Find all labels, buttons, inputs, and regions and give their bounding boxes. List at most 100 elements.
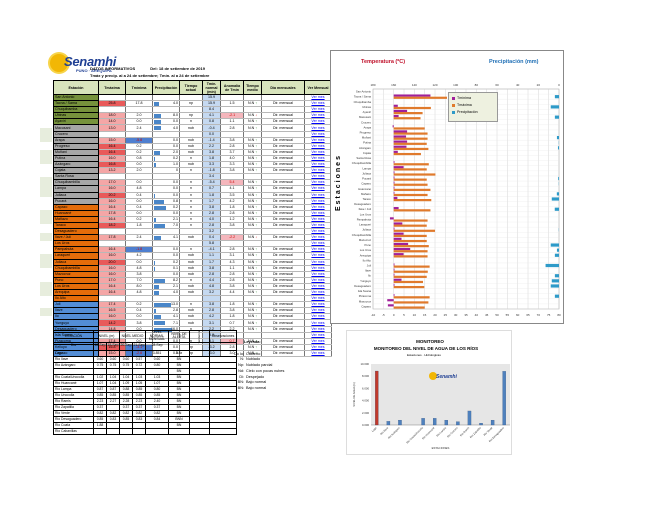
river-table-header: ESTACIÓN NIVEL (m) NIVEL MEDIO NIVEL NOR…: [53, 330, 237, 343]
view-monthly-link[interactable]: Ver mes: [304, 338, 332, 345]
view-monthly-link[interactable]: Ver mes: [311, 223, 325, 228]
trend-up-icon: ↑: [254, 119, 257, 124]
view-monthly-link[interactable]: Ver mes: [304, 332, 332, 339]
view-monthly-link[interactable]: Ver mes: [311, 259, 325, 264]
stations-table: Estación Tmáxima Tmínima Precipitación Tiemp…: [53, 80, 332, 358]
view-monthly-link[interactable]: Ver mes: [311, 101, 325, 106]
header-5: Tmín. normal (mín): [202, 80, 221, 95]
view-monthly-link[interactable]: Ver mes: [311, 338, 325, 343]
level-bar: [479, 423, 483, 426]
precip-bar: [554, 115, 559, 119]
view-monthly-link[interactable]: Ver mes: [311, 253, 325, 258]
view-monthly-link[interactable]: Ver mes: [311, 204, 325, 209]
tmax-bar: [393, 193, 428, 197]
view-monthly-link[interactable]: Ver mes: [311, 247, 325, 252]
river-levels-table: ESTACIÓN NIVEL (m) NIVEL MEDIO NIVEL NOR…: [53, 330, 237, 435]
view-monthly-link[interactable]: Ver mes: [311, 265, 325, 270]
y-tick-label: Ayaviri: [363, 110, 372, 114]
view-monthly-link[interactable]: Ver mes: [311, 283, 325, 288]
header-2: Tmínima: [125, 80, 153, 95]
x-tick-label: 40: [475, 313, 479, 317]
view-monthly-link[interactable]: Ver mes: [311, 131, 325, 136]
precip-value: 4.0: [152, 100, 180, 108]
precip-bar: [550, 284, 559, 288]
x-tick-label: Rio Huancané: [421, 425, 436, 440]
trend-up-icon: ↑: [254, 265, 257, 270]
view-monthly-link[interactable]: Ver mes: [311, 210, 325, 215]
view-monthly-link[interactable]: Ver mes: [311, 241, 325, 246]
view-monthly-link[interactable]: Ver mes: [311, 149, 325, 154]
legend-swatch: [452, 96, 455, 100]
view-monthly-link[interactable]: Ver mes: [311, 192, 325, 197]
view-monthly-link[interactable]: Ver mes: [311, 235, 325, 240]
precip-value: 8.0: [152, 112, 180, 120]
table-row: Lampa 16.0 4.8 0.0 n 0.7 4.1 N.N ↑ Dir. mensual V…: [53, 185, 332, 193]
header-9: Ver Mensual: [304, 80, 332, 95]
y-tick-label: Arequipa: [360, 253, 372, 257]
side-strip: [40, 254, 52, 268]
view-monthly-link[interactable]: Ver mes: [311, 143, 325, 148]
level-bar: [467, 410, 472, 426]
trend-up-icon: ↑: [254, 192, 257, 197]
y-tick-label: 8.000: [362, 374, 369, 378]
view-monthly-link[interactable]: Ver mes: [311, 119, 325, 124]
view-monthly-link[interactable]: Ver mes: [311, 302, 325, 307]
view-monthly-link[interactable]: Ver mes: [311, 326, 325, 331]
table-row: San Antonio 15.9 Ver mes: [53, 93, 332, 102]
view-monthly-link[interactable]: Ver mes: [311, 162, 325, 167]
trend-up-icon: ↑: [254, 326, 257, 331]
river-chart-subtitle: Estaciones · Hidrológicas: [407, 353, 441, 357]
view-monthly-link[interactable]: Ver mes: [311, 314, 325, 319]
view-monthly-link[interactable]: Ver mes: [311, 308, 325, 313]
view-monthly-link[interactable]: Ver mes: [304, 344, 332, 351]
view-monthly-link[interactable]: Ver mes: [311, 125, 325, 130]
y-tick-label: Los Uros: [360, 212, 372, 216]
view-monthly-link[interactable]: Ver mes: [311, 296, 325, 301]
tmax-bar: [393, 250, 428, 253]
river-row: Rio Huancané 1.07 1.04 1.09 1.05 1.07 BN: [53, 379, 237, 387]
precip-value: 13.0: [152, 301, 180, 309]
view-monthly-link[interactable]: Ver mes: [311, 350, 325, 355]
view-monthly-link[interactable]: Ver mes: [311, 155, 325, 160]
view-monthly-link[interactable]: Ver mes: [311, 216, 325, 221]
side-strip: [40, 128, 52, 142]
y-tick-label: Ilave: [365, 269, 371, 273]
precip-bar: [154, 102, 159, 106]
level-bar: [433, 418, 437, 426]
view-monthly-link[interactable]: Ver mes: [311, 198, 325, 203]
view-monthly-link[interactable]: Ver mes: [311, 137, 325, 142]
view-monthly-link[interactable]: Ver mes: [311, 107, 325, 112]
river-value: [168, 427, 190, 435]
river-chart-title: MONITOREO: [416, 339, 444, 344]
view-monthly-link[interactable]: Ver mes: [311, 174, 325, 179]
view-monthly-link[interactable]: Ver mes: [311, 186, 325, 191]
logo-text: Senamhi: [436, 374, 457, 380]
view-monthly-link[interactable]: Ver mes: [311, 320, 325, 325]
trend-up-icon: ↑: [254, 344, 257, 349]
trend-up-icon: ↑: [254, 180, 257, 185]
x-tick-label: 30: [454, 313, 458, 317]
precip-value: 2.0: [152, 149, 180, 156]
tmax-bar: [393, 224, 427, 227]
trend-up-icon: ↑: [254, 143, 257, 148]
view-monthly-link[interactable]: Ver mes: [311, 344, 325, 349]
view-monthly-link[interactable]: Ver mes: [311, 290, 325, 295]
precip-value: 0.0: [152, 143, 180, 150]
y-tick-label: Progreso: [360, 130, 372, 134]
view-monthly-link[interactable]: Ver mes: [304, 350, 332, 358]
view-monthly-link[interactable]: Ver mes: [304, 326, 332, 333]
x-top-tick-label: 120: [432, 83, 437, 87]
view-monthly-link[interactable]: Ver mes: [311, 229, 325, 234]
view-monthly-link[interactable]: Ver mes: [311, 168, 325, 173]
tmax-bar: [393, 301, 429, 304]
view-monthly-link[interactable]: Ver mes: [311, 113, 325, 118]
view-monthly-link[interactable]: Ver mes: [311, 277, 325, 282]
view-monthly-link[interactable]: Ver mes: [311, 95, 325, 100]
view-monthly-link[interactable]: Ver mes: [311, 332, 325, 337]
view-monthly-link[interactable]: Ver mes: [311, 271, 325, 276]
view-monthly-link[interactable]: Ver mes: [311, 180, 325, 185]
legend-entry: Nd: Cielo con pocas nubes: [238, 368, 285, 373]
precip-bar: [154, 120, 162, 124]
x-tick-label: Rio Coata/Unocolla: [405, 425, 424, 444]
precip-value: 0.0: [152, 179, 180, 187]
